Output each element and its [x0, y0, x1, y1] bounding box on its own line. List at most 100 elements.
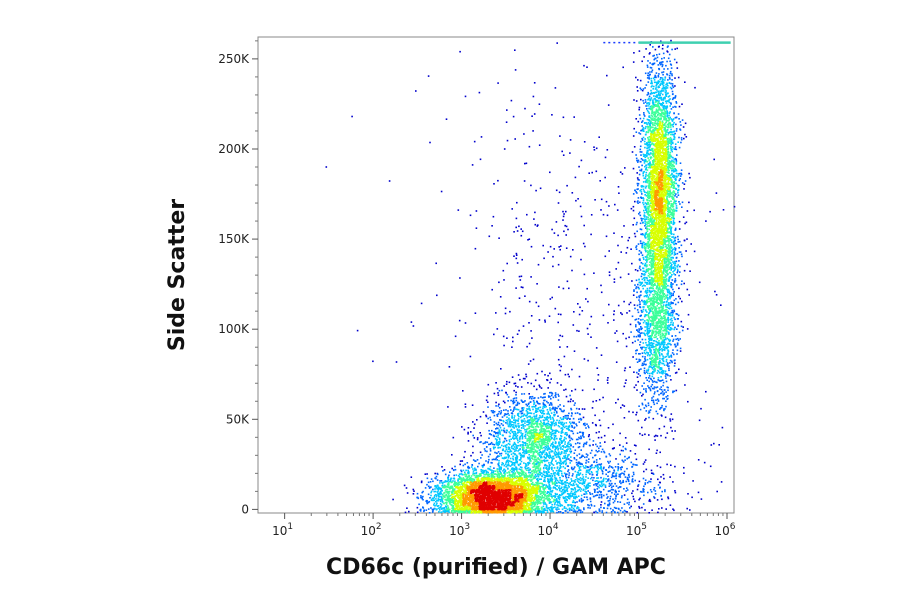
- event-point: [475, 472, 478, 475]
- event-point: [615, 495, 617, 497]
- event-point: [648, 346, 651, 348]
- event-point: [671, 150, 673, 153]
- event-point: [489, 465, 492, 468]
- event-point: [678, 118, 680, 120]
- event-point: [661, 372, 664, 375]
- event-point: [493, 410, 496, 413]
- event-point: [641, 348, 643, 350]
- event-point: [524, 400, 526, 402]
- event-point: [638, 106, 641, 109]
- event-point: [679, 297, 681, 300]
- event-point: [549, 488, 551, 490]
- event-point: [567, 469, 570, 471]
- event-point: [521, 423, 524, 426]
- event-point: [650, 67, 653, 69]
- event-point: [647, 150, 649, 152]
- event-point: [562, 492, 565, 495]
- event-point: [549, 415, 551, 417]
- event-point: [642, 130, 644, 132]
- event-point: [529, 409, 531, 412]
- event-point: [681, 329, 684, 332]
- event-point: [469, 355, 472, 358]
- event-point: [653, 85, 655, 88]
- event-point: [644, 404, 647, 407]
- event-point: [565, 452, 567, 454]
- event-point: [598, 450, 600, 452]
- event-point: [545, 472, 548, 475]
- event-point: [552, 406, 554, 409]
- event-point: [611, 482, 613, 485]
- event-point: [555, 453, 558, 456]
- event-point: [509, 465, 512, 467]
- event-point: [624, 167, 626, 169]
- event-point: [510, 447, 513, 449]
- event-point: [515, 432, 517, 435]
- event-point: [672, 283, 674, 285]
- event-point: [537, 407, 540, 409]
- event-point: [560, 482, 562, 484]
- event-point: [439, 482, 441, 484]
- event-point: [668, 314, 670, 316]
- event-point: [675, 116, 678, 119]
- event-point: [713, 158, 715, 161]
- event-point: [545, 453, 548, 456]
- event-point: [612, 423, 614, 426]
- event-point: [686, 263, 688, 266]
- event-point: [535, 420, 537, 423]
- event-point: [603, 507, 605, 509]
- event-point: [540, 455, 543, 457]
- event-point: [572, 324, 575, 326]
- event-point: [654, 490, 657, 492]
- event-point: [540, 451, 542, 454]
- event-point: [602, 480, 605, 483]
- event-point: [528, 342, 531, 345]
- event-point: [434, 472, 436, 475]
- event-point: [667, 298, 669, 301]
- event-point: [596, 445, 599, 448]
- event-point: [581, 500, 584, 502]
- event-point: [551, 228, 553, 231]
- event-point: [671, 83, 674, 85]
- event-point: [592, 456, 594, 459]
- event-point: [675, 161, 678, 163]
- event-point: [507, 396, 510, 398]
- event-point: [688, 172, 690, 175]
- event-point: [647, 296, 650, 298]
- event-point: [645, 371, 648, 373]
- event-point: [523, 133, 525, 135]
- event-point: [583, 496, 586, 498]
- event-point: [694, 86, 696, 89]
- event-point: [524, 441, 527, 444]
- event-point: [461, 473, 464, 476]
- event-point: [512, 455, 514, 458]
- event-point: [697, 459, 700, 461]
- event-point: [648, 290, 651, 293]
- event-point: [670, 301, 672, 304]
- event-point: [669, 313, 672, 315]
- event-point: [445, 505, 448, 508]
- event-point: [549, 416, 552, 419]
- event-point: [662, 107, 665, 109]
- event-point: [506, 139, 509, 142]
- event-point: [547, 402, 549, 404]
- event-point: [486, 422, 488, 424]
- event-point: [577, 509, 580, 511]
- event-point: [608, 271, 611, 273]
- event-point: [639, 301, 641, 303]
- event-point: [530, 412, 533, 415]
- event-point: [639, 353, 641, 355]
- event-point: [599, 180, 601, 182]
- event-point: [638, 296, 641, 299]
- event-point: [528, 462, 531, 465]
- event-point: [525, 403, 527, 406]
- event-point: [506, 423, 509, 425]
- event-point: [573, 501, 575, 503]
- event-point: [662, 82, 665, 84]
- event-point: [576, 496, 578, 499]
- event-point: [567, 458, 570, 460]
- event-point: [636, 86, 638, 88]
- event-point: [585, 476, 587, 478]
- event-point: [652, 46, 654, 48]
- event-point: [550, 490, 553, 492]
- event-point: [677, 337, 679, 340]
